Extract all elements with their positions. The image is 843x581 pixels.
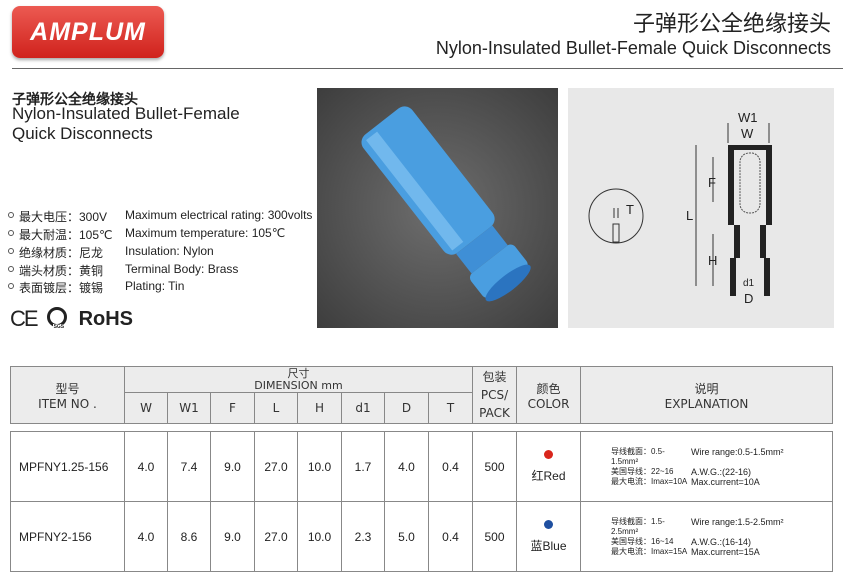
dim-label-w1: W1 [738, 110, 758, 125]
header-color: 颜色 COLOR [516, 366, 581, 424]
color-cell: 蓝Blue [516, 501, 581, 572]
spec-item: 表面镀层：镀锡 Plating: Tin [8, 279, 184, 296]
dim-label-t: T [626, 202, 634, 217]
dim-value: 9.0 [210, 501, 255, 572]
header-title-cn: 子弹形公全绝缘接头 [632, 11, 831, 36]
dim-value: 0.4 [428, 431, 473, 502]
color-dot-icon [544, 449, 553, 459]
spec-item: 端头材质：黄铜 Terminal Body: Brass [8, 262, 238, 279]
spec-cn: 最大电压：300V [19, 210, 108, 224]
table-row: MPFNY2-156 4.0 8.6 9.0 27.0 10.0 2.3 5.0 0.4 500 蓝… [10, 501, 833, 572]
spec-cn: 端头材质：黄铜 [19, 264, 104, 278]
bullet-connector-image [361, 106, 531, 302]
dim-value: 4.0 [124, 501, 168, 572]
sgs-mark-text: SGS [52, 324, 66, 330]
bullet-icon [8, 248, 14, 254]
dimension-diagram: T W1 W L F H d1 D [568, 88, 834, 328]
header-w1: W1 [167, 392, 211, 424]
item-no: MPFNY1.25-156 [10, 431, 125, 502]
spec-en: Maximum electrical rating: 300volts [125, 208, 313, 222]
dim-value: 10.0 [297, 431, 342, 502]
spec-cn: 表面镀层：镀锡 [19, 281, 104, 295]
header-h: H [297, 392, 342, 424]
header-title-en: Nylon-Insulated Bullet-Female Quick Disc… [435, 38, 831, 58]
pack-qty: 500 [472, 431, 517, 502]
explanation: 导线截面：0.5-1.5mm² Wire range:0.5-1.5mm² 美国导线… [580, 431, 833, 502]
dim-value: 10.0 [297, 501, 342, 572]
spec-item: 绝缘材质：尼龙 Insulation: Nylon [8, 244, 214, 261]
dim-value: 7.4 [167, 431, 211, 502]
product-title-cn: 子弹形公全绝缘接头 [12, 91, 138, 107]
dim-label-d: D [744, 291, 753, 306]
dim-value: 4.0 [124, 431, 168, 502]
header-pack: 包装 PCS/PACK [472, 366, 517, 424]
color-dot-icon [544, 519, 553, 529]
pack-qty: 500 [472, 501, 517, 572]
bullet-icon [8, 266, 14, 272]
sgs-mark-icon: SGS [46, 307, 69, 331]
dim-value: 2.3 [341, 501, 385, 572]
header-l: L [254, 392, 298, 424]
brand-logo: AMPLUM [12, 6, 164, 58]
header-d1: d1 [341, 392, 385, 424]
bullet-icon [8, 212, 14, 218]
dim-value: 27.0 [254, 431, 298, 502]
header-d: D [384, 392, 429, 424]
dim-label-h: H [708, 253, 717, 268]
spec-en: Insulation: Nylon [125, 244, 214, 258]
dim-value: 0.4 [428, 501, 473, 572]
dim-value: 8.6 [167, 501, 211, 572]
dim-label-d1: d1 [743, 278, 755, 289]
dim-value: 4.0 [384, 431, 429, 502]
bullet-icon [8, 283, 14, 289]
spec-table: 型号 ITEM NO . 尺寸 DIMENSION mm 包装 PCS/PACK 颜色… [10, 366, 833, 572]
certifications: CE SGS RoHS [10, 306, 133, 332]
spec-cn: 最大耐温：105℃ [19, 228, 113, 242]
item-no: MPFNY2-156 [10, 501, 125, 572]
dim-value: 27.0 [254, 501, 298, 572]
header-t: T [428, 392, 473, 424]
header-divider [12, 68, 843, 69]
header-f: F [210, 392, 255, 424]
color-cell: 红Red [516, 431, 581, 502]
header-w: W [124, 392, 168, 424]
dim-label-l: L [686, 208, 693, 223]
spec-en: Plating: Tin [125, 279, 185, 293]
spec-en: Terminal Body: Brass [125, 262, 239, 276]
product-title-en-1: Nylon-Insulated Bullet-Female [12, 104, 240, 123]
bullet-icon [8, 230, 14, 236]
header-explanation: 说明 EXPLANATION [580, 366, 833, 424]
dim-value: 5.0 [384, 501, 429, 572]
spec-cn: 绝缘材质：尼龙 [19, 246, 104, 260]
header-item: 型号 ITEM NO . [10, 366, 125, 424]
rohs-mark: RoHS [78, 307, 134, 330]
spec-item: 最大电压：300V Maximum electrical rating: 300v… [8, 208, 312, 225]
ce-mark-icon: CE [10, 306, 39, 331]
dim-label-f: F [708, 175, 716, 190]
dim-label-w: W [741, 126, 754, 141]
product-title-en-2: Quick Disconnects [12, 124, 153, 143]
dim-value: 9.0 [210, 431, 255, 502]
product-photo [317, 88, 558, 328]
header-dimension: 尺寸 DIMENSION mm [124, 366, 473, 393]
table-row: MPFNY1.25-156 4.0 7.4 9.0 27.0 10.0 1.7 4.0 0.4 5… [10, 431, 833, 502]
dim-value: 1.7 [341, 431, 385, 502]
spec-item: 最大耐温：105℃ Maximum temperature: 105℃ [8, 226, 285, 243]
explanation: 导线截面：1.5-2.5mm² Wire range:1.5-2.5mm² 美国导线… [580, 501, 833, 572]
spec-en: Maximum temperature: 105℃ [125, 226, 286, 240]
